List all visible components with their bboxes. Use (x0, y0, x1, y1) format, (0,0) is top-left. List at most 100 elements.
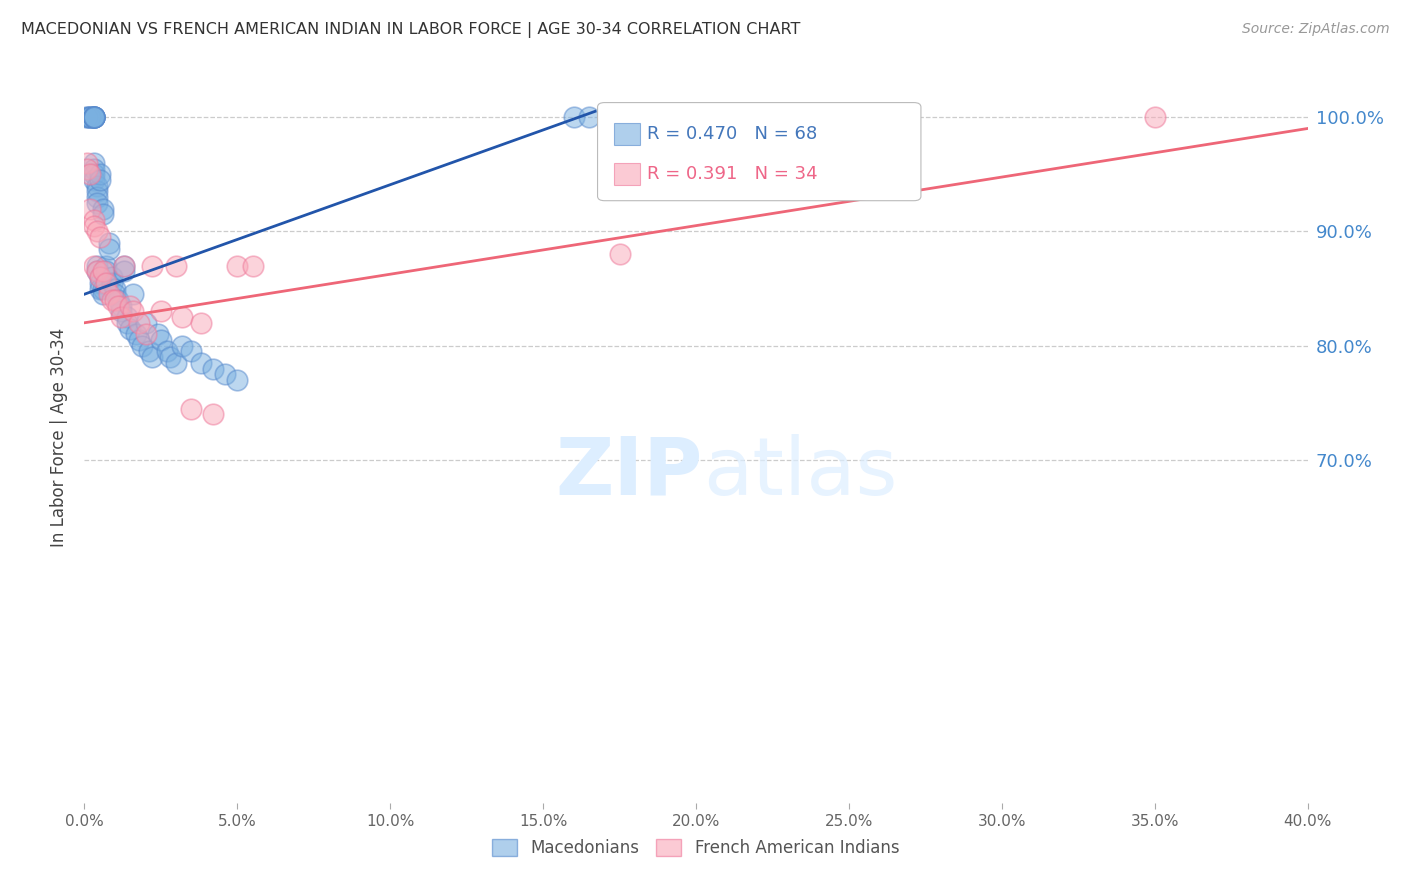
Point (97, 235, 120, 250)
Point (172, 310, 194, 324)
Point (76, 156, 98, 170)
Point (1143, 110, 1166, 124)
Point (101, 276, 124, 290)
Text: R = 0.391   N = 34: R = 0.391 N = 34 (647, 165, 817, 183)
Point (83, 110, 105, 124)
Point (79, 110, 101, 124)
Point (214, 368, 236, 382)
Point (156, 344, 179, 359)
Point (76, 161, 98, 176)
Point (86, 259, 108, 273)
Point (141, 350, 163, 364)
Point (83, 161, 105, 176)
Point (226, 259, 249, 273)
Point (135, 327, 157, 342)
Point (94, 276, 117, 290)
Point (91, 202, 114, 216)
Point (190, 356, 212, 370)
Point (165, 259, 187, 273)
Point (83, 259, 105, 273)
Point (89, 281, 111, 295)
Text: R = 0.470   N = 68: R = 0.470 N = 68 (647, 125, 817, 143)
Point (83, 110, 105, 124)
Point (79, 110, 101, 124)
Text: ZIP: ZIP (555, 434, 703, 512)
Point (104, 287, 127, 301)
Point (122, 287, 145, 301)
Point (83, 173, 105, 187)
Y-axis label: In Labor Force | Age 30-34: In Labor Force | Age 30-34 (51, 327, 69, 547)
Text: MACEDONIAN VS FRENCH AMERICAN INDIAN IN LABOR FORCE | AGE 30-34 CORRELATION CHAR: MACEDONIAN VS FRENCH AMERICAN INDIAN IN … (21, 22, 800, 38)
Point (83, 219, 105, 233)
Point (76, 110, 98, 124)
Point (83, 213, 105, 227)
Point (86, 195, 108, 210)
Point (115, 316, 138, 330)
Point (128, 333, 150, 347)
Point (97, 287, 120, 301)
Point (86, 178, 108, 193)
Point (110, 310, 132, 324)
Point (149, 304, 172, 318)
Point (97, 242, 120, 256)
Point (83, 110, 105, 124)
Point (79, 167, 101, 181)
Text: atlas: atlas (703, 434, 897, 512)
Point (76, 110, 98, 124)
Point (86, 190, 108, 204)
Point (180, 344, 202, 359)
Point (83, 167, 105, 181)
Point (609, 247, 631, 261)
Point (578, 110, 600, 124)
Point (86, 224, 108, 238)
Point (112, 264, 135, 278)
Point (101, 293, 124, 307)
Point (89, 276, 111, 290)
Point (91, 264, 114, 278)
Point (172, 338, 194, 352)
Point (201, 407, 224, 421)
Point (242, 259, 264, 273)
Point (86, 264, 108, 278)
Point (104, 281, 127, 295)
Point (120, 299, 142, 313)
Point (89, 230, 111, 244)
Point (83, 110, 105, 124)
Point (89, 270, 111, 285)
Point (79, 110, 101, 124)
Point (120, 321, 142, 335)
Text: Source: ZipAtlas.com: Source: ZipAtlas.com (1241, 22, 1389, 37)
Point (83, 110, 105, 124)
Point (91, 207, 114, 221)
Point (562, 110, 585, 124)
Point (86, 185, 108, 199)
Point (135, 316, 157, 330)
Point (201, 361, 224, 376)
Point (91, 281, 114, 295)
Point (180, 401, 202, 416)
Point (107, 299, 129, 313)
Point (112, 259, 135, 273)
Point (101, 270, 124, 285)
Point (122, 304, 145, 318)
Point (226, 373, 249, 387)
Point (131, 338, 153, 352)
Point (94, 259, 117, 273)
Point (94, 264, 117, 278)
Point (128, 316, 150, 330)
Point (112, 259, 135, 273)
Point (138, 344, 160, 359)
Point (146, 327, 169, 342)
Point (79, 202, 101, 216)
Point (159, 350, 181, 364)
Point (190, 316, 212, 330)
Point (125, 327, 148, 342)
Legend: Macedonians, French American Indians: Macedonians, French American Indians (486, 832, 905, 864)
Point (149, 333, 172, 347)
Point (83, 156, 105, 170)
Point (107, 293, 129, 307)
Point (141, 259, 163, 273)
Point (115, 310, 138, 324)
Point (83, 110, 105, 124)
Point (91, 287, 114, 301)
